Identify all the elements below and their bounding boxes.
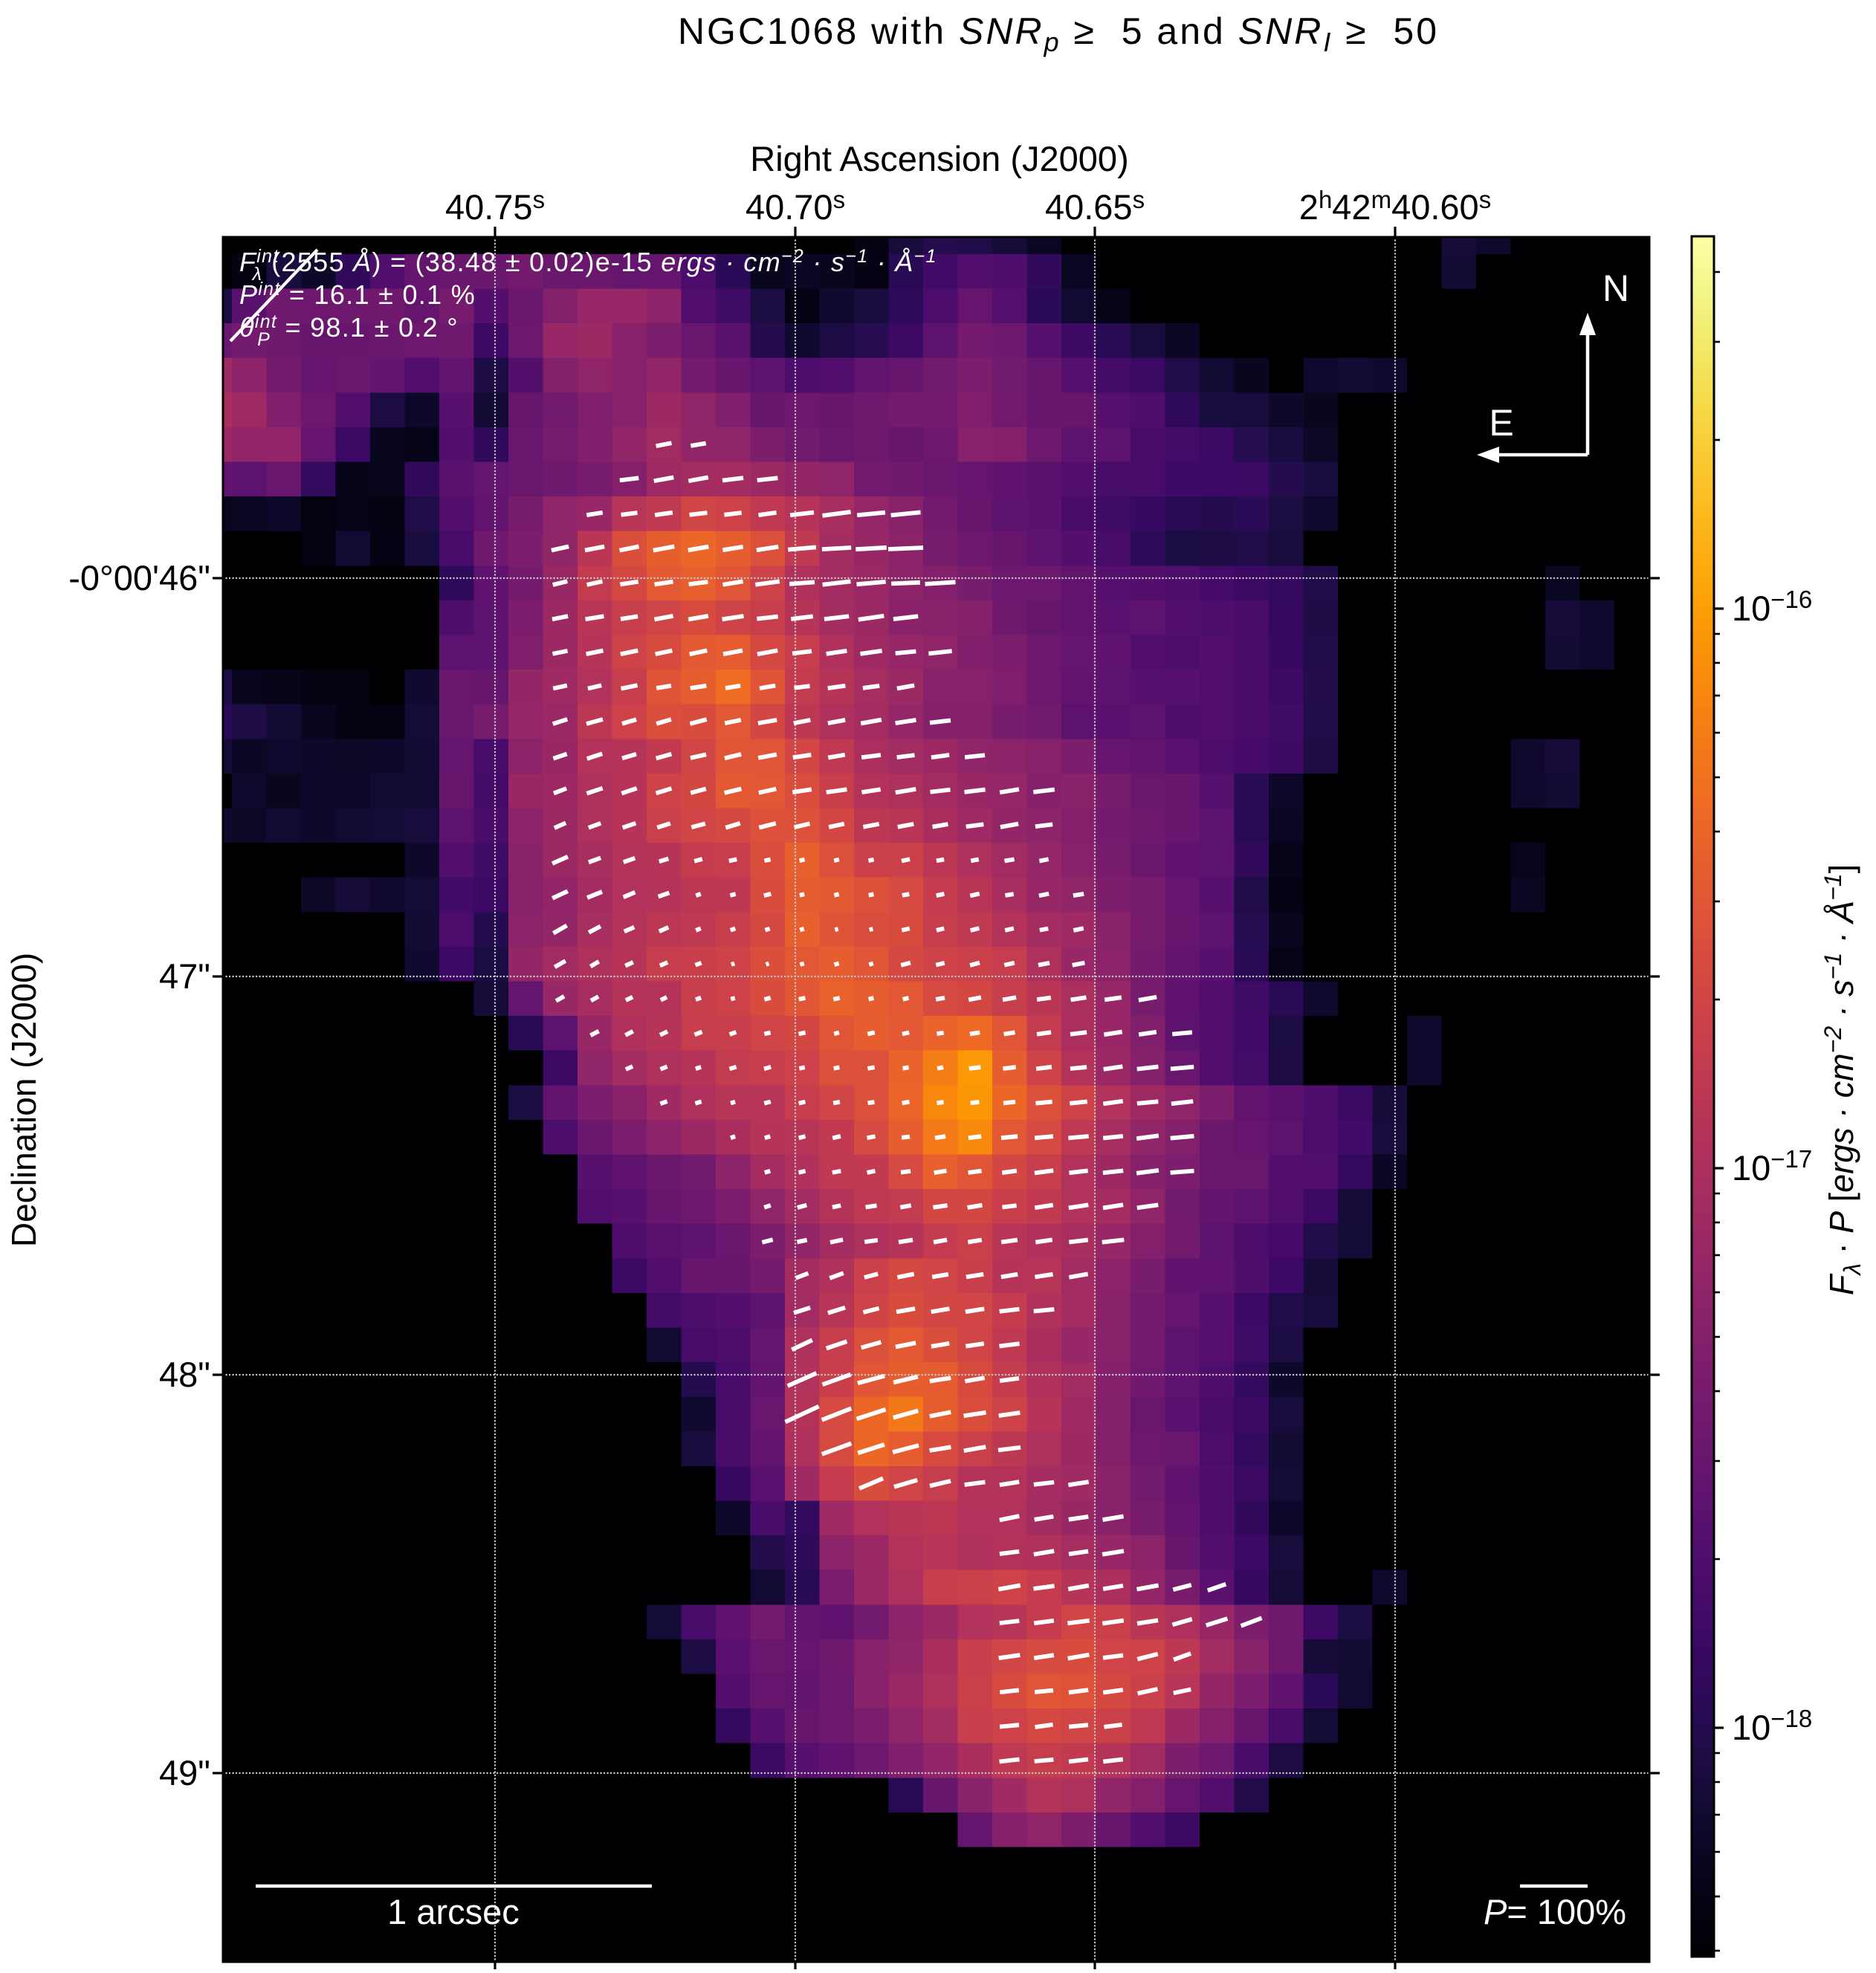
svg-text:1 arcsec: 1 arcsec — [387, 1892, 520, 1931]
svg-text:E: E — [1489, 402, 1513, 444]
svg-text:Right Ascension (J2000): Right Ascension (J2000) — [750, 139, 1128, 178]
svg-text:49": 49" — [159, 1753, 210, 1792]
svg-text:40.75s: 40.75s — [445, 186, 545, 227]
svg-text:Fλ · P [ergs · cm−2 · s−1 · Å−: Fλ · P [ergs · cm−2 · s−1 · Å−1] — [1820, 864, 1866, 1295]
svg-text:47": 47" — [159, 956, 210, 996]
svg-text:Pint = 16.1 ± 0.1 %: Pint = 16.1 ± 0.1 % — [239, 279, 476, 310]
svg-text:P= 100%: P= 100% — [1484, 1892, 1626, 1931]
svg-text:40.65s: 40.65s — [1045, 186, 1145, 227]
svg-text:Declination (J2000): Declination (J2000) — [4, 953, 43, 1247]
svg-text:N: N — [1602, 268, 1629, 309]
svg-text:40.70s: 40.70s — [745, 186, 845, 227]
svg-text:-0°00'46": -0°00'46" — [68, 558, 210, 597]
svg-text:48": 48" — [159, 1355, 210, 1394]
